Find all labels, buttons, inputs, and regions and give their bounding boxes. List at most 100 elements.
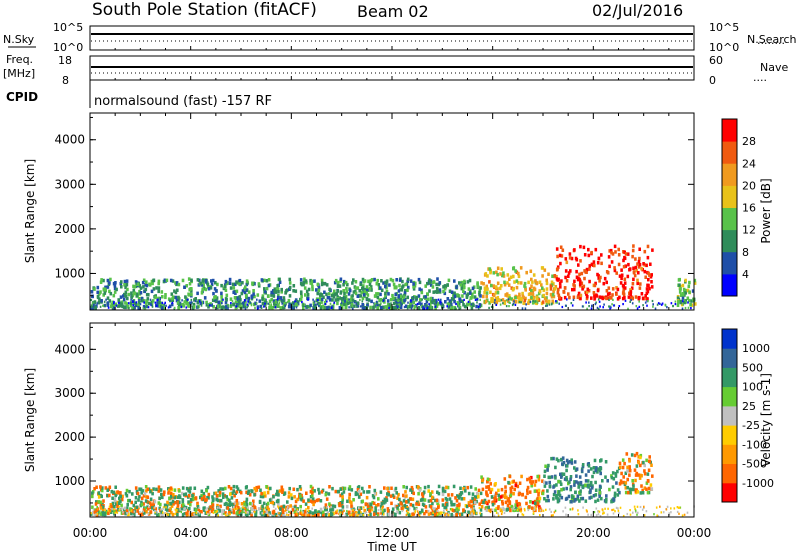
velocity-cell <box>174 500 177 505</box>
velocity-cell <box>157 485 161 489</box>
velocity-cell <box>480 500 484 504</box>
velocity-cell <box>427 499 431 503</box>
power-fringe-cell <box>116 305 119 308</box>
velocity-cell <box>409 488 412 492</box>
power-cell <box>412 287 416 291</box>
power-cell <box>627 295 631 299</box>
velocity-cell <box>447 493 450 497</box>
velocity-cell <box>543 480 546 484</box>
power-colorbar-swatch <box>722 141 737 164</box>
velocity-cell <box>282 512 285 517</box>
power-cell <box>392 282 396 287</box>
power-cell <box>396 299 399 303</box>
power-cell <box>634 265 638 270</box>
velocity-cell <box>91 505 94 509</box>
power-cell <box>351 281 354 285</box>
power-cell <box>462 303 465 307</box>
velocity-cell <box>324 503 328 507</box>
velocity-cell <box>590 495 593 500</box>
power-fringe-cell <box>558 302 560 305</box>
power-fringe-cell <box>652 305 654 308</box>
velocity-cell <box>562 460 566 465</box>
power-fringe-cell <box>281 300 283 303</box>
power-cell <box>376 295 380 300</box>
power-cell <box>401 279 404 284</box>
power-cell <box>171 279 175 283</box>
power-fringe-cell <box>150 302 152 306</box>
velocity-cell <box>328 485 331 489</box>
velocity-cell <box>612 498 616 502</box>
power-cell <box>274 300 278 305</box>
power-cell <box>561 248 565 252</box>
velocity-cell <box>149 510 153 514</box>
power-cell <box>343 302 346 307</box>
power-cell <box>525 270 528 275</box>
velocity-cell <box>552 492 556 497</box>
power-fringe-cell <box>303 303 306 306</box>
power-cell <box>245 279 249 283</box>
power-cell <box>345 290 349 294</box>
power-cell <box>212 305 215 309</box>
power-cell <box>137 297 141 301</box>
power-cell <box>494 291 498 295</box>
velocity-cell <box>264 494 267 498</box>
power-cell <box>479 286 482 290</box>
velocity-fringe-cell <box>364 511 367 514</box>
velocity-colorbar-swatch <box>722 444 737 464</box>
power-cell <box>306 296 310 301</box>
power-cell <box>345 286 348 291</box>
power-cell <box>623 286 627 290</box>
power-cell <box>352 278 355 282</box>
velocity-cell <box>646 490 650 495</box>
power-cell <box>144 287 148 292</box>
velocity-cell <box>545 481 548 485</box>
power-cell <box>506 273 510 277</box>
power-fringe-cell <box>536 301 539 304</box>
power-fringe-cell <box>467 300 470 303</box>
velocity-fringe-cell <box>615 506 618 509</box>
power-cell <box>361 296 365 301</box>
power-cell <box>611 293 614 297</box>
velocity-cell <box>591 474 594 479</box>
velocity-cell <box>114 509 118 513</box>
power-cell <box>341 302 345 306</box>
power-colorbar-swatch <box>722 273 737 297</box>
power-fringe-cell <box>564 304 567 307</box>
velocity-cell <box>350 488 354 492</box>
power-cell <box>558 281 562 286</box>
power-cell <box>391 278 395 283</box>
power-fringe-cell <box>494 298 496 302</box>
velocity-cell <box>373 491 377 495</box>
power-cell <box>242 301 245 306</box>
velocity-fringe-cell <box>392 513 394 516</box>
power-fringe-cell <box>382 299 385 302</box>
power-cell <box>256 305 260 309</box>
velocity-fringe-cell <box>571 507 574 510</box>
power-fringe-cell <box>411 304 414 307</box>
power-cell <box>214 281 217 285</box>
velocity-cell <box>139 512 143 517</box>
velocity-fringe-cell <box>183 507 186 510</box>
velocity-cell <box>423 498 427 502</box>
velocity-fringe-cell <box>662 511 665 514</box>
velocity-cell <box>296 497 299 502</box>
power-cell <box>234 282 237 286</box>
power-cell <box>157 279 161 284</box>
velocity-fringe-cell <box>96 506 98 509</box>
power-cell <box>531 292 535 297</box>
power-cell <box>133 305 136 310</box>
power-cell <box>559 285 562 289</box>
power-cell <box>608 249 611 253</box>
velocity-fringe-cell <box>193 513 195 516</box>
power-cell <box>637 271 640 275</box>
power-cell <box>684 278 687 283</box>
power-cell <box>232 286 236 290</box>
velocity-cell <box>304 502 308 506</box>
velocity-colorbar-swatch <box>722 482 737 503</box>
velocity-cell <box>324 513 328 517</box>
power-cell <box>328 298 332 302</box>
velocity-fringe-cell <box>114 511 117 514</box>
velocity-cell <box>325 497 329 501</box>
power-cell <box>607 286 611 290</box>
power-cell <box>141 280 145 285</box>
